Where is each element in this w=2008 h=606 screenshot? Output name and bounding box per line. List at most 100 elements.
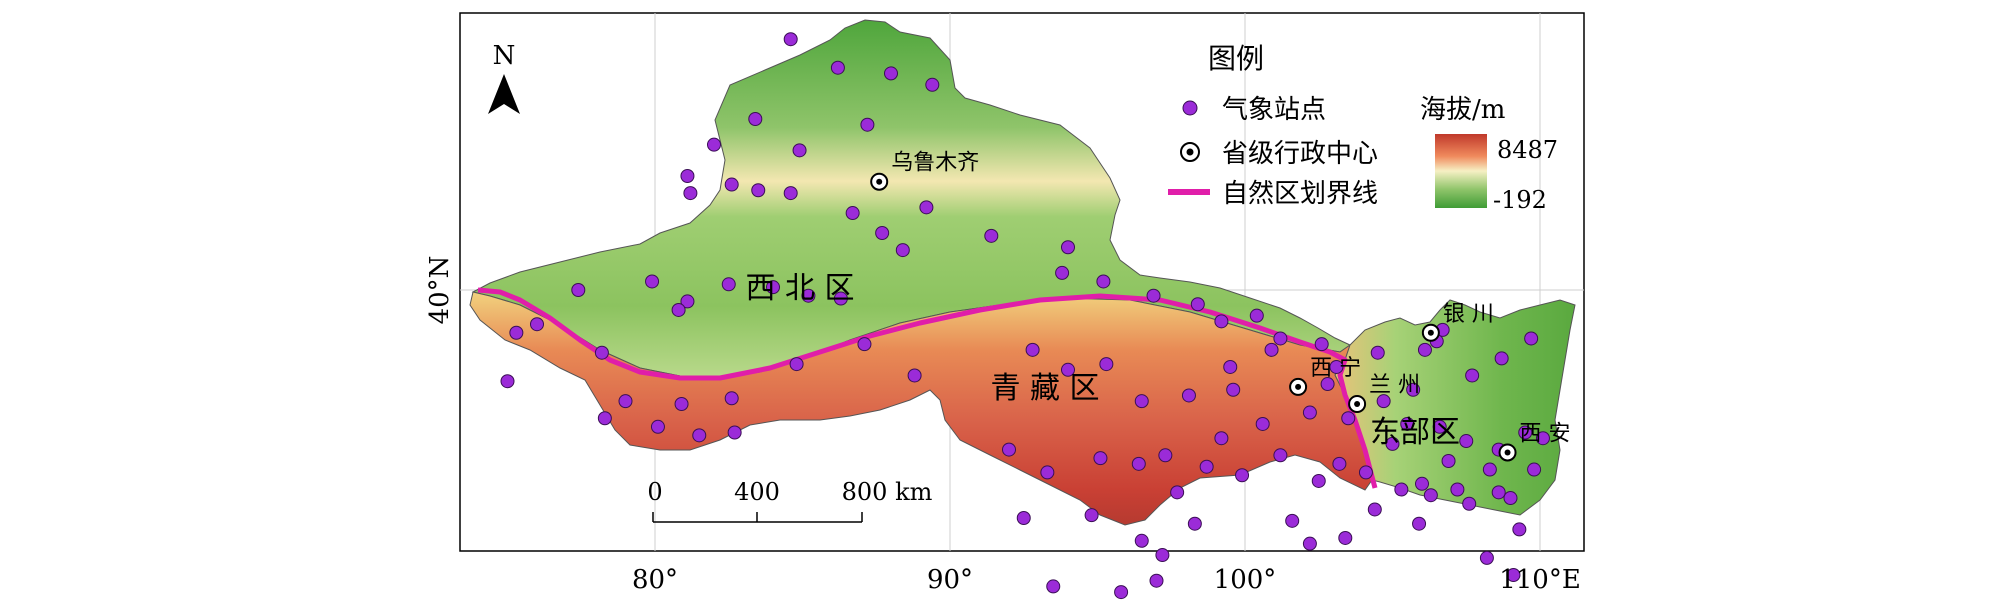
legend-station-label: 气象站点	[1222, 95, 1326, 125]
station-point	[530, 317, 544, 332]
legend-center-label: 省级行政中心	[1222, 139, 1378, 169]
elevation-min-label: -192	[1493, 186, 1547, 214]
elevation-title: 海拔/m	[1420, 95, 1505, 125]
station-point	[783, 186, 798, 201]
station-point	[571, 283, 586, 297]
x-tick-label: 110°E	[1499, 565, 1581, 595]
station-point	[1149, 573, 1164, 588]
city-label: 乌鲁木齐	[891, 151, 979, 176]
station-point	[1170, 485, 1185, 500]
station-point	[751, 183, 766, 198]
y-tick-label: 40°N	[425, 256, 455, 325]
city-label: 西 安	[1520, 421, 1571, 446]
station-point	[500, 374, 515, 389]
station-point	[1320, 377, 1335, 392]
station-point	[1338, 530, 1353, 545]
provincial-center: 西 安	[1498, 421, 1571, 462]
x-tick-label: 80°	[632, 565, 678, 595]
station-point	[1462, 496, 1477, 511]
station-point	[925, 77, 940, 92]
station-point	[845, 206, 860, 221]
city-label: 兰 州	[1369, 373, 1420, 398]
station-point	[895, 243, 910, 258]
station-point	[1432, 419, 1447, 434]
station-point	[860, 117, 875, 132]
station-point	[674, 397, 689, 411]
station-layer	[500, 32, 1550, 600]
provincial-center: 银 川	[1421, 302, 1494, 342]
map-frame	[459, 12, 1585, 552]
station-point	[1479, 550, 1494, 565]
station-point	[1134, 394, 1149, 409]
station-point	[1332, 456, 1347, 471]
station-point	[1285, 513, 1300, 528]
station-point	[766, 280, 780, 295]
legend-station-icon	[1182, 100, 1198, 116]
x-tick-label: 100°	[1214, 565, 1277, 595]
station-point	[727, 425, 742, 440]
station-point	[1016, 511, 1031, 525]
station-point	[509, 325, 524, 340]
station-point	[680, 169, 695, 183]
station-point	[1025, 342, 1040, 357]
station-point	[1214, 314, 1229, 329]
station-point	[1535, 431, 1550, 446]
station-point	[1385, 436, 1400, 451]
scale-bar: 0 400 800 km	[647, 478, 933, 523]
city-label: 西 宁	[1310, 356, 1361, 381]
station-point	[1146, 288, 1161, 303]
station-point	[721, 277, 736, 292]
station-point	[597, 411, 612, 426]
station-point	[748, 112, 763, 126]
station-point	[1423, 488, 1438, 503]
station-point	[789, 357, 804, 372]
station-point	[875, 226, 890, 240]
station-point	[724, 177, 739, 192]
station-point	[1394, 482, 1409, 497]
station-point	[1264, 342, 1279, 357]
station-point	[984, 228, 999, 243]
station-point	[1096, 274, 1111, 289]
station-point	[1114, 585, 1129, 600]
station-point	[1491, 485, 1506, 500]
station-point	[1370, 345, 1385, 360]
station-point	[645, 274, 660, 289]
y-axis-labels: 40°N	[425, 256, 455, 325]
station-point	[1223, 359, 1238, 374]
station-point	[1482, 462, 1497, 477]
station-point	[671, 302, 686, 317]
region-tibet	[469, 291, 1373, 526]
north-label: N	[493, 41, 516, 71]
station-point	[1459, 434, 1474, 449]
legend-boundary-label: 自然区划界线	[1222, 179, 1378, 209]
station-point	[692, 428, 707, 443]
station-point	[1376, 394, 1391, 409]
station-point	[1273, 448, 1288, 463]
scale-tick-800: 800 km	[842, 478, 933, 506]
station-point	[833, 291, 848, 306]
station-point	[1235, 468, 1250, 483]
station-point	[1450, 482, 1465, 497]
provincial-center: 西 宁	[1289, 356, 1361, 396]
station-point	[1400, 416, 1415, 431]
scale-tick-400: 400	[734, 478, 780, 506]
station-point	[1503, 491, 1518, 506]
station-point	[1273, 331, 1288, 346]
elevation-colorbar	[1435, 134, 1487, 208]
station-point	[1046, 579, 1061, 594]
x-tick-label: 90°	[927, 565, 973, 595]
station-point	[680, 294, 695, 309]
station-point	[1155, 548, 1170, 563]
elevation-max-label: 8487	[1497, 136, 1558, 164]
scale-tick-0: 0	[647, 478, 662, 506]
station-point	[1131, 456, 1146, 471]
station-point	[618, 394, 633, 409]
station-point	[1190, 297, 1205, 312]
station-point	[1255, 416, 1270, 431]
legend-bullseye-icon	[1180, 142, 1200, 162]
city-label: 银 川	[1443, 302, 1494, 327]
station-point	[1199, 459, 1214, 474]
x-axis-labels: 80° 90° 100° 110°E	[632, 565, 1581, 595]
